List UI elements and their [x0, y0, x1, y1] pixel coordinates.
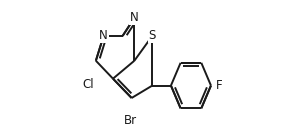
- Text: Cl: Cl: [82, 78, 94, 91]
- Text: Br: Br: [124, 114, 137, 127]
- Text: N: N: [99, 29, 108, 42]
- Text: N: N: [130, 11, 139, 24]
- Text: S: S: [149, 29, 156, 42]
- Text: F: F: [216, 79, 222, 92]
